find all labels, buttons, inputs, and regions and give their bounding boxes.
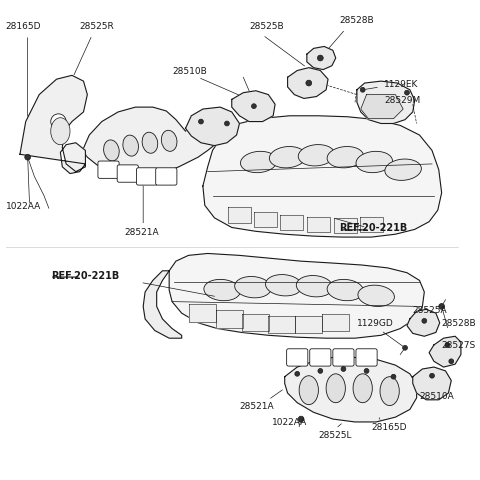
Polygon shape (307, 217, 330, 233)
FancyBboxPatch shape (136, 168, 157, 186)
Polygon shape (20, 76, 87, 174)
FancyBboxPatch shape (333, 349, 354, 366)
Text: 28165D: 28165D (5, 22, 41, 31)
Polygon shape (216, 311, 243, 328)
Polygon shape (242, 314, 269, 332)
Ellipse shape (299, 376, 318, 405)
FancyBboxPatch shape (117, 166, 138, 183)
Circle shape (306, 81, 312, 87)
Circle shape (298, 416, 304, 422)
Ellipse shape (269, 147, 306, 168)
Polygon shape (280, 216, 303, 231)
Circle shape (318, 369, 323, 373)
Circle shape (430, 373, 434, 378)
Ellipse shape (356, 152, 393, 173)
Text: 28528B: 28528B (339, 16, 374, 25)
Circle shape (422, 319, 427, 324)
Circle shape (252, 105, 256, 109)
Polygon shape (143, 271, 182, 338)
Ellipse shape (385, 160, 421, 181)
Polygon shape (407, 310, 440, 336)
Circle shape (341, 367, 346, 372)
Polygon shape (295, 316, 322, 334)
Text: 1022AA: 1022AA (5, 202, 41, 210)
Circle shape (391, 374, 396, 379)
Circle shape (445, 343, 450, 348)
Circle shape (405, 91, 409, 96)
Text: REF.20-221B: REF.20-221B (51, 270, 119, 280)
Circle shape (360, 88, 365, 93)
Text: 28525R: 28525R (80, 22, 114, 31)
Circle shape (199, 120, 204, 125)
FancyBboxPatch shape (98, 162, 119, 179)
Text: 1129GD: 1129GD (357, 319, 394, 327)
Ellipse shape (142, 133, 158, 154)
Polygon shape (307, 48, 336, 71)
Text: 28528B: 28528B (442, 319, 476, 327)
FancyBboxPatch shape (356, 349, 377, 366)
Ellipse shape (296, 276, 333, 297)
FancyBboxPatch shape (156, 168, 177, 186)
Text: 28525L: 28525L (318, 430, 352, 439)
Ellipse shape (240, 152, 277, 173)
Text: 1129EK: 1129EK (384, 79, 418, 88)
FancyBboxPatch shape (310, 349, 331, 366)
Polygon shape (357, 82, 415, 124)
Ellipse shape (327, 147, 364, 168)
Text: 28521A: 28521A (240, 401, 274, 410)
Polygon shape (83, 108, 227, 175)
Text: 1022AA: 1022AA (272, 418, 308, 427)
Polygon shape (228, 208, 251, 223)
Ellipse shape (326, 374, 346, 403)
Polygon shape (413, 367, 451, 400)
Ellipse shape (353, 374, 372, 403)
Polygon shape (429, 336, 461, 367)
Circle shape (317, 56, 323, 62)
Circle shape (439, 304, 444, 310)
Polygon shape (169, 254, 424, 338)
Text: 28529M: 28529M (384, 96, 420, 105)
Polygon shape (361, 96, 403, 120)
Text: 28521A: 28521A (124, 228, 158, 236)
Ellipse shape (380, 377, 399, 406)
Circle shape (25, 155, 31, 161)
Ellipse shape (204, 280, 240, 301)
FancyBboxPatch shape (287, 349, 308, 366)
Ellipse shape (161, 131, 177, 152)
Text: 28510B: 28510B (172, 67, 207, 76)
Polygon shape (203, 117, 442, 238)
Polygon shape (190, 305, 216, 322)
Polygon shape (186, 108, 240, 146)
Polygon shape (254, 213, 277, 228)
Ellipse shape (298, 145, 335, 167)
Circle shape (51, 115, 66, 130)
Polygon shape (288, 69, 328, 99)
Circle shape (449, 359, 454, 364)
Polygon shape (285, 358, 417, 422)
Ellipse shape (104, 141, 119, 162)
Ellipse shape (51, 119, 70, 145)
Ellipse shape (358, 286, 395, 307)
Text: 28525B: 28525B (249, 22, 284, 31)
Text: 28165D: 28165D (372, 422, 407, 432)
Circle shape (225, 122, 229, 127)
Circle shape (295, 372, 300, 376)
Circle shape (364, 369, 369, 373)
Text: 28525A: 28525A (413, 305, 447, 314)
Ellipse shape (265, 275, 302, 296)
Polygon shape (334, 218, 357, 234)
Polygon shape (360, 217, 383, 233)
Circle shape (403, 346, 408, 350)
Ellipse shape (123, 136, 138, 157)
Text: 28510A: 28510A (420, 392, 454, 401)
Ellipse shape (235, 277, 271, 298)
Polygon shape (232, 92, 275, 122)
Ellipse shape (327, 280, 364, 301)
Polygon shape (322, 314, 349, 332)
Polygon shape (268, 316, 295, 334)
Text: 28527S: 28527S (442, 341, 476, 350)
Text: REF.20-221B: REF.20-221B (339, 223, 408, 233)
